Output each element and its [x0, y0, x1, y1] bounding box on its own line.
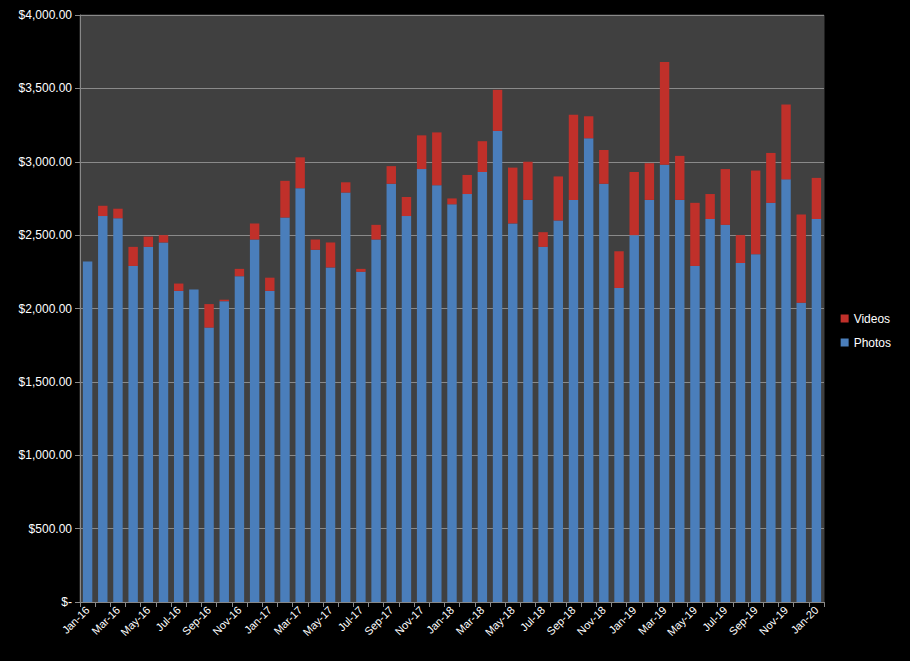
svg-text:Sep-16: Sep-16	[180, 604, 214, 638]
svg-text:Mar-17: Mar-17	[271, 604, 304, 637]
svg-text:Jan-19: Jan-19	[606, 604, 638, 636]
svg-text:Nov-18: Nov-18	[575, 604, 609, 638]
svg-text:Sep-17: Sep-17	[362, 604, 396, 638]
svg-text:$500.00: $500.00	[29, 522, 73, 536]
svg-text:Jul-18: Jul-18	[518, 604, 548, 634]
svg-text:Mar-19: Mar-19	[636, 604, 669, 637]
svg-text:Videos: Videos	[854, 312, 890, 326]
svg-text:Nov-17: Nov-17	[392, 604, 426, 638]
svg-text:$2,500.00: $2,500.00	[19, 228, 73, 242]
svg-text:Mar-16: Mar-16	[89, 604, 122, 637]
svg-text:$2,000.00: $2,000.00	[19, 302, 73, 316]
svg-text:Jan-18: Jan-18	[424, 604, 456, 636]
svg-text:Jul-19: Jul-19	[700, 604, 730, 634]
svg-text:May-17: May-17	[300, 604, 334, 638]
svg-text:$-: $-	[61, 595, 72, 609]
svg-text:Jan-17: Jan-17	[242, 604, 274, 636]
svg-text:$1,000.00: $1,000.00	[19, 448, 73, 462]
svg-text:Mar-18: Mar-18	[454, 604, 487, 637]
svg-text:May-18: May-18	[483, 604, 517, 638]
svg-text:Jan-20: Jan-20	[788, 604, 820, 636]
svg-text:Sep-18: Sep-18	[544, 604, 578, 638]
svg-text:May-19: May-19	[665, 604, 699, 638]
svg-text:Photos: Photos	[854, 336, 891, 350]
svg-text:$3,000.00: $3,000.00	[19, 155, 73, 169]
svg-text:$4,000.00: $4,000.00	[19, 8, 73, 22]
svg-text:Jan-16: Jan-16	[60, 604, 92, 636]
svg-text:Nov-19: Nov-19	[757, 604, 791, 638]
svg-text:Jul-16: Jul-16	[153, 604, 183, 634]
svg-text:$1,500.00: $1,500.00	[19, 375, 73, 389]
svg-text:$3,500.00: $3,500.00	[19, 81, 73, 95]
svg-text:May-16: May-16	[118, 604, 152, 638]
svg-text:Jul-17: Jul-17	[335, 604, 365, 634]
svg-text:Nov-16: Nov-16	[210, 604, 244, 638]
svg-text:Sep-19: Sep-19	[726, 604, 760, 638]
